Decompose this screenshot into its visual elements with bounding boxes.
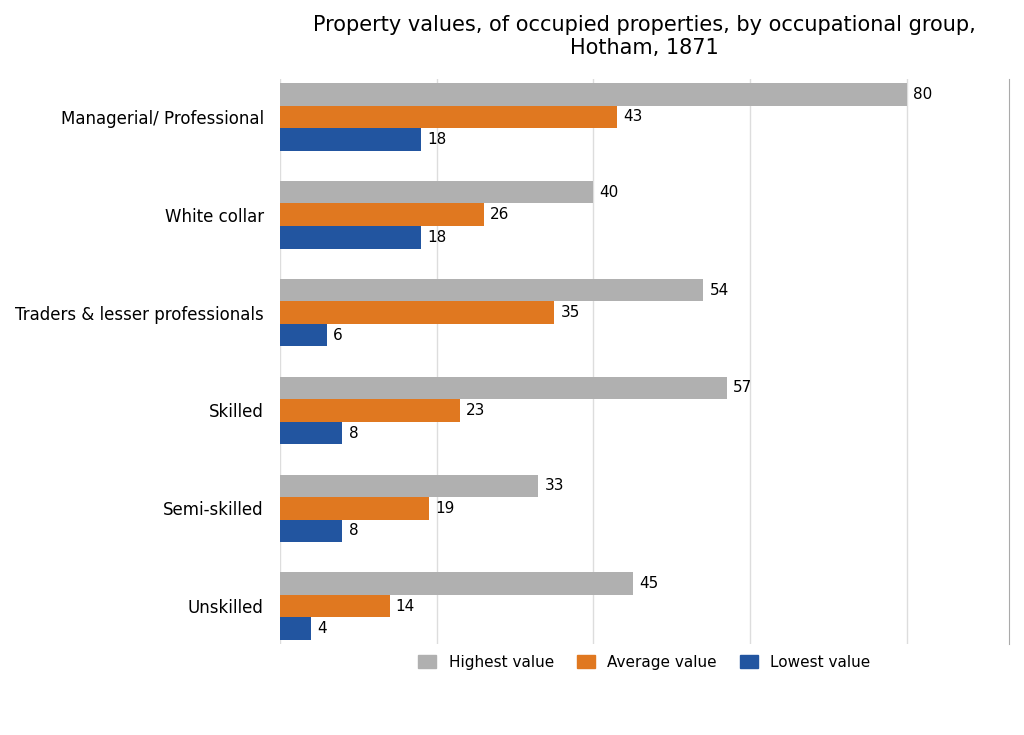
- Title: Property values, of occupied properties, by occupational group,
Hotham, 1871: Property values, of occupied properties,…: [313, 15, 976, 58]
- Bar: [280, 520, 342, 542]
- Text: 33: 33: [545, 478, 564, 493]
- Text: 80: 80: [913, 87, 933, 102]
- Text: 18: 18: [427, 132, 446, 147]
- Bar: [280, 497, 429, 520]
- Text: 26: 26: [489, 207, 509, 222]
- Text: 8: 8: [349, 523, 358, 538]
- Text: 8: 8: [349, 426, 358, 440]
- Text: 14: 14: [396, 599, 415, 614]
- Bar: [280, 301, 554, 324]
- Bar: [280, 475, 539, 497]
- Bar: [280, 181, 593, 204]
- Bar: [280, 617, 311, 640]
- Bar: [280, 324, 327, 346]
- Text: 40: 40: [600, 184, 618, 200]
- Text: 57: 57: [733, 381, 753, 395]
- Bar: [280, 204, 483, 226]
- Bar: [280, 83, 907, 106]
- Bar: [280, 226, 421, 248]
- Bar: [280, 595, 389, 617]
- Text: 35: 35: [560, 305, 580, 320]
- Text: 45: 45: [639, 576, 658, 591]
- Bar: [280, 377, 727, 399]
- Bar: [280, 422, 342, 444]
- Text: 23: 23: [466, 403, 485, 418]
- Bar: [280, 279, 703, 301]
- Text: 54: 54: [710, 283, 729, 298]
- Bar: [280, 106, 616, 128]
- Bar: [280, 399, 460, 422]
- Text: 43: 43: [624, 110, 643, 124]
- Bar: [280, 573, 633, 595]
- Text: 18: 18: [427, 230, 446, 245]
- Legend: Highest value, Average value, Lowest value: Highest value, Average value, Lowest val…: [412, 648, 877, 675]
- Text: 19: 19: [435, 501, 455, 516]
- Text: 4: 4: [317, 621, 327, 637]
- Text: 6: 6: [333, 328, 343, 343]
- Bar: [280, 128, 421, 151]
